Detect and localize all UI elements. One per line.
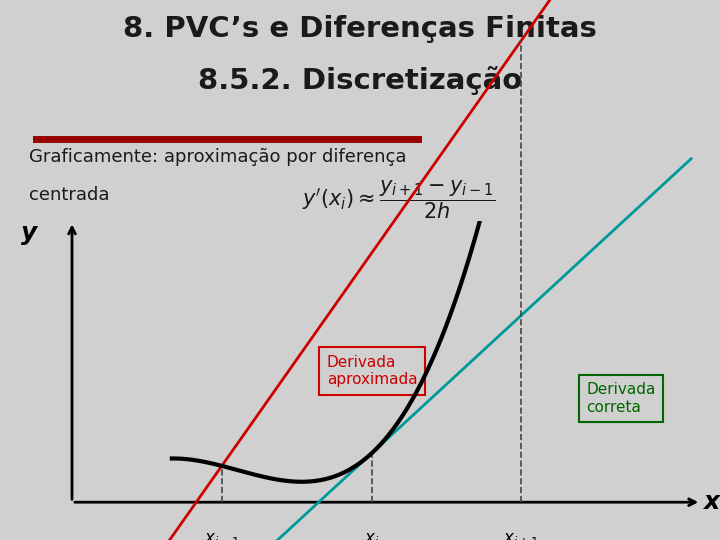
Text: $x_{i-1}$: $x_{i-1}$ [204,530,240,540]
Text: x: x [703,490,719,514]
Text: Graficamente: aproximação por diferença: Graficamente: aproximação por diferença [29,148,406,166]
Text: Derivada
aproximada: Derivada aproximada [327,355,418,387]
Text: $x_i$: $x_i$ [364,530,379,540]
Text: 8.5.2. Discretização: 8.5.2. Discretização [198,66,522,94]
Text: $y'(x_i) \approx \dfrac{y_{i+1} - y_{i-1}}{2h}$: $y'(x_i) \approx \dfrac{y_{i+1} - y_{i-1… [302,178,496,221]
Text: y: y [21,221,37,245]
Text: $x_{i+1}$: $x_{i+1}$ [503,530,539,540]
Text: Derivada
correta: Derivada correta [586,382,656,415]
Text: 8. PVC’s e Diferenças Finitas: 8. PVC’s e Diferenças Finitas [123,15,597,43]
Text: centrada: centrada [29,186,109,204]
